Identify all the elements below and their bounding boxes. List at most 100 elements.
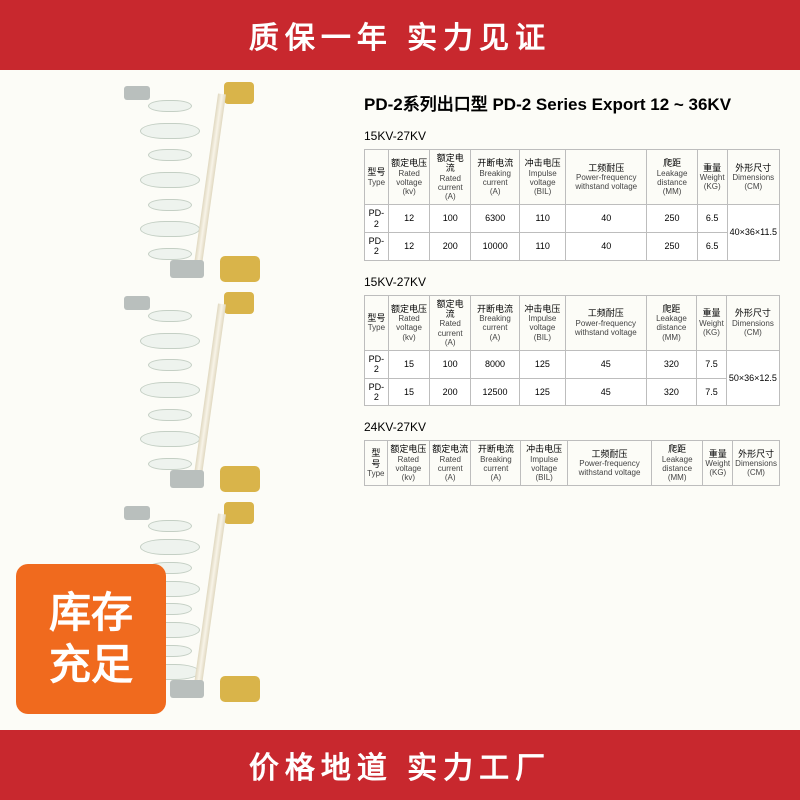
- column-header-en: Breaking current: [473, 455, 518, 473]
- column-header-unit: (A): [473, 473, 518, 482]
- bottom-banner-text: 价格地道 实力工厂: [249, 743, 551, 787]
- column-header-unit: (kv): [390, 473, 427, 482]
- column-header-en: Dimensions: [735, 459, 777, 468]
- table-cell: 320: [646, 378, 696, 406]
- column-header-en: Impulse voltage: [522, 169, 563, 187]
- table-row: PD-2121006300110402506.540×36×11.5: [365, 205, 780, 233]
- page-title: PD-2系列出口型 PD-2 Series Export 12 ~ 36KV: [364, 90, 780, 115]
- table-cell: 10000: [471, 232, 520, 260]
- table-cell: 110: [520, 205, 566, 233]
- column-header: 冲击电压Impulse voltage(BIL): [520, 150, 566, 205]
- column-header-cn: 外形尺寸: [730, 163, 777, 173]
- column-header-unit: (A): [432, 338, 468, 347]
- column-header-unit: (KG): [700, 182, 725, 191]
- spec-table: 型号Type额定电压Rated voltage(kv)额定电流Rated cur…: [364, 149, 780, 261]
- table-cell: 12: [388, 205, 430, 233]
- table-cell: 7.5: [697, 350, 727, 378]
- spec-section: 24KV-27KV型号Type额定电压Rated voltage(kv)额定电流…: [364, 420, 780, 486]
- table-cell: 45: [565, 378, 646, 406]
- column-header-en: Weight: [699, 319, 724, 328]
- table-cell: 12500: [471, 378, 520, 406]
- column-header-cn: 外形尺寸: [735, 449, 777, 459]
- column-header: 工频耐压Power-frequency withstand voltage: [565, 295, 646, 350]
- table-cell: 8000: [471, 350, 520, 378]
- column-header-unit: (KG): [699, 328, 724, 337]
- column-header-cn: 开断电流: [473, 304, 517, 314]
- column-header-cn: 工频耐压: [568, 163, 644, 173]
- spec-sections-host: 15KV-27KV型号Type额定电压Rated voltage(kv)额定电流…: [364, 129, 780, 486]
- column-header-unit: (A): [473, 333, 517, 342]
- table-cell: 7.5: [697, 378, 727, 406]
- column-header-en: Power-frequency withstand voltage: [568, 319, 644, 337]
- column-header-unit: (MM): [649, 333, 694, 342]
- table-cell: 6.5: [697, 205, 727, 233]
- column-header-en: Dimensions: [729, 319, 777, 328]
- column-header: 开断电流Breaking current(A): [471, 441, 521, 486]
- column-header-en: Power-frequency withstand voltage: [570, 459, 649, 477]
- bottom-fitting-icon: [170, 466, 260, 492]
- column-header-cn: 冲击电压: [523, 444, 565, 454]
- column-header-cn: 型号: [367, 167, 386, 177]
- stock-badge: 库存 充足: [16, 564, 166, 714]
- column-header: 额定电压Rated voltage(kv): [388, 150, 430, 205]
- column-header-cn: 开断电流: [473, 158, 517, 168]
- column-header-cn: 额定电流: [432, 299, 468, 320]
- column-header: 重量Weight(KG): [703, 441, 733, 486]
- table-cell: PD-2: [365, 232, 389, 260]
- column-header-cn: 重量: [700, 163, 725, 173]
- table-cell: 40: [566, 205, 647, 233]
- column-header-cn: 开断电流: [473, 444, 518, 454]
- dimensions-cell: 50×36×12.5: [726, 350, 779, 405]
- section-subtitle: 15KV-27KV: [364, 129, 780, 143]
- column-header-cn: 额定电流: [432, 444, 468, 454]
- column-header: 冲击电压Impulse voltage(BIL): [521, 441, 568, 486]
- table-row: PD-2151008000125453207.550×36×12.5: [365, 350, 780, 378]
- table-cell: PD-2: [365, 350, 389, 378]
- column-header-cn: 重量: [699, 308, 724, 318]
- column-header-unit: (A): [432, 192, 468, 201]
- column-header-cn: 额定电流: [432, 153, 468, 174]
- bottom-fitting-icon: [170, 256, 260, 282]
- column-header-unit: (kv): [391, 333, 428, 342]
- table-cell: 100: [430, 205, 471, 233]
- column-header: 额定电流Rated current(A): [430, 295, 471, 350]
- column-header-unit: (KG): [705, 468, 730, 477]
- column-header-cn: 重量: [705, 449, 730, 459]
- column-header-cn: 型号: [367, 448, 385, 469]
- spec-section: 15KV-27KV型号Type额定电压Rated voltage(kv)额定电流…: [364, 275, 780, 407]
- column-header-en: Breaking current: [473, 169, 517, 187]
- badge-line: 充足: [49, 639, 133, 692]
- column-header-cn: 冲击电压: [522, 158, 563, 168]
- column-header-unit: (BIL): [523, 473, 565, 482]
- table-row: PD-21220010000110402506.5: [365, 232, 780, 260]
- column-header-en: Rated voltage: [391, 314, 428, 332]
- table-cell: 45: [565, 350, 646, 378]
- table-cell: 6300: [471, 205, 520, 233]
- column-header-en: Type: [367, 323, 386, 332]
- column-header-en: Rated voltage: [391, 169, 428, 187]
- column-header-cn: 爬距: [654, 444, 700, 454]
- column-header: 额定电流Rated current(A): [430, 441, 471, 486]
- column-header-en: Impulse voltage: [522, 314, 563, 332]
- table-cell: 200: [430, 378, 471, 406]
- column-header-cn: 型号: [367, 313, 386, 323]
- table-cell: 250: [647, 205, 697, 233]
- badge-line: 库存: [49, 587, 133, 640]
- column-header: 开断电流Breaking current(A): [471, 150, 520, 205]
- column-header-en: Leakage distance: [649, 169, 694, 187]
- spec-column: PD-2系列出口型 PD-2 Series Export 12 ~ 36KV 1…: [360, 90, 780, 710]
- column-header: 外形尺寸Dimensions(CM): [733, 441, 780, 486]
- top-banner-text: 质保一年 实力见证: [249, 13, 551, 57]
- column-header-unit: (MM): [654, 473, 700, 482]
- column-header: 重量Weight(KG): [697, 150, 727, 205]
- column-header-en: Impulse voltage: [523, 455, 565, 473]
- column-header-en: Type: [367, 469, 385, 478]
- column-header-en: Leakage distance: [649, 314, 694, 332]
- column-header: 重量Weight(KG): [697, 295, 727, 350]
- product-illustration: [20, 300, 360, 500]
- column-header-cn: 工频耐压: [570, 449, 649, 459]
- column-header: 外形尺寸Dimensions(CM): [726, 295, 779, 350]
- table-cell: 125: [519, 378, 565, 406]
- column-header-en: Leakage distance: [654, 455, 700, 473]
- table-cell: 40: [566, 232, 647, 260]
